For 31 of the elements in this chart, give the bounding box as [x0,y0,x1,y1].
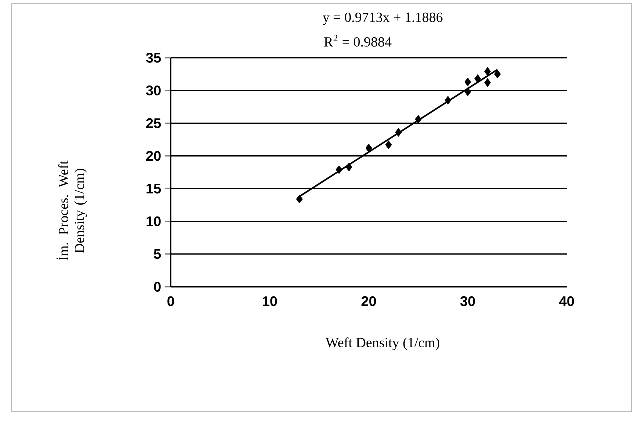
x-tick-label: 0 [168,296,174,306]
text: R$^{2}$ = 0.9884 [324,35,392,47]
y-tick-label: 15 [146,184,162,194]
point [346,162,353,172]
y-tick-label: 25 [146,118,162,128]
point [444,96,452,105]
point [484,78,492,88]
x-axis-title: Weft Density (1/cm) [326,338,440,350]
point [494,70,502,79]
text: y = 0.9713x + 1.1886 [323,12,443,26]
point [484,67,492,76]
point [296,194,304,204]
point [474,74,482,84]
y-tick-label: 20 [146,151,161,162]
y-tick-label: 10 [146,216,161,227]
point [336,165,343,174]
point [415,115,422,124]
x-tick-label: 10 [263,296,278,306]
x-tick-label: 40 [559,296,574,306]
y-tick-label: 35 [146,53,162,63]
point [464,88,472,96]
x-tick-label: 30 [460,296,476,306]
point [464,78,472,87]
y-tick-label: 30 [146,86,161,96]
y-tick-label: 0 [154,282,161,292]
y-axis-title: İm. Proces. Weft Density (1/cm) [56,160,88,261]
x-tick-label: 20 [362,296,376,306]
point [385,140,392,150]
point [366,144,372,153]
y-tick-label: 5 [154,249,162,260]
point [395,128,402,137]
